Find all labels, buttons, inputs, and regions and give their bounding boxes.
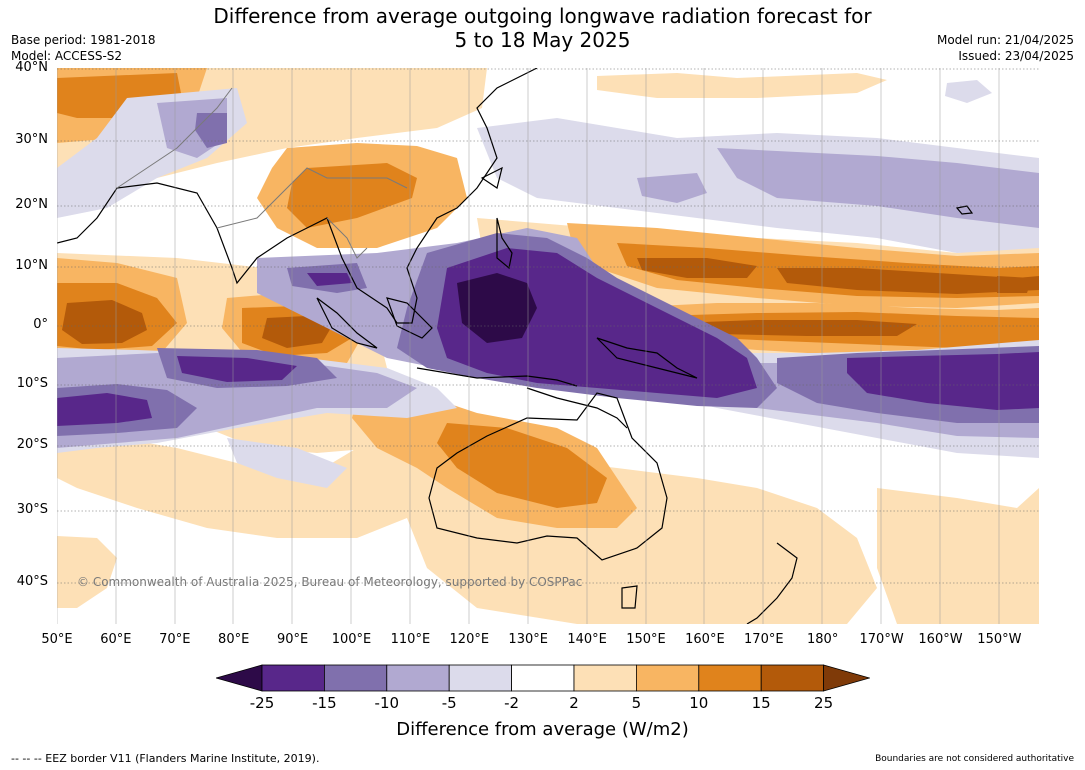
colorbar-tick-label: 25 <box>814 694 834 712</box>
anomaly-below-minus-25 <box>457 273 537 343</box>
colorbar-cell <box>324 664 388 692</box>
longitude-label: 180° <box>807 632 839 647</box>
colorbar-tick-label: 2 <box>569 694 579 712</box>
longitude-label: 160°W <box>918 632 963 647</box>
base-period-text: Base period: 1981-2018 <box>11 33 156 47</box>
disclaimer-text: Boundaries are not considered authoritat… <box>875 754 1074 764</box>
colorbar-tick-label: -25 <box>249 694 275 712</box>
colorbar-cell <box>573 664 637 692</box>
copyright-text: © Commonwealth of Australia 2025, Bureau… <box>77 575 582 589</box>
colorbar-tick-label: 15 <box>751 694 771 712</box>
latitude-label: 30°S <box>16 502 48 517</box>
meta-left: Base period: 1981-2018 Model: ACCESS-S2 <box>11 32 156 64</box>
coastlines <box>57 68 974 624</box>
longitude-label: 120°E <box>449 632 490 647</box>
colorbar-tick-label: -5 <box>441 694 457 712</box>
title-line-1: Difference from average outgoing longwav… <box>213 4 872 28</box>
latitude-label: 40°S <box>16 574 48 589</box>
colorbar-tick-label: 5 <box>631 694 642 712</box>
model-text: Model: ACCESS-S2 <box>11 49 123 63</box>
issued-text: Issued: 23/04/2025 <box>958 49 1074 63</box>
longitude-label: 170°E <box>744 632 784 647</box>
eez-legend-text: -- -- -- EEZ border V11 (Flanders Marine… <box>11 752 320 765</box>
colorbar-cell <box>698 664 762 692</box>
latitude-label: 40°N <box>15 60 48 75</box>
colorbar-cell <box>511 664 575 692</box>
map-title: Difference from average outgoing longwav… <box>0 4 1085 52</box>
longitude-label: 140°E <box>567 632 607 647</box>
latitude-label: 20°S <box>16 437 48 452</box>
country-borders <box>116 87 408 259</box>
longitude-label: 60°E <box>100 632 132 647</box>
anomaly-15-to-25 <box>62 258 1039 348</box>
colorbar-cell <box>760 664 825 692</box>
longitude-label: 160°E <box>685 632 725 647</box>
longitude-label: 90°E <box>276 632 309 647</box>
colorbar-title: Difference from average (W/m2) <box>396 719 689 740</box>
colorbar-extend-low <box>216 664 263 692</box>
longitude-label: 150°W <box>977 632 1022 647</box>
longitude-label: 130°E <box>508 632 548 647</box>
colorbar-tick-label: -10 <box>374 694 400 712</box>
colorbar-cell <box>386 664 450 692</box>
colorbar-tick-label: -15 <box>312 694 337 712</box>
latitude-label: 0° <box>33 317 48 332</box>
colorbar-extend-high <box>823 664 870 692</box>
longitude-label: 50°E <box>41 632 73 647</box>
colorbar-tick-label: 10 <box>689 694 709 712</box>
gridlines <box>57 68 1039 584</box>
latitude-label: 30°N <box>15 132 48 147</box>
meridians <box>57 68 1000 624</box>
title-line-2: 5 to 18 May 2025 <box>454 28 631 52</box>
longitude-label: 150°E <box>626 632 666 647</box>
longitude-label: 110°E <box>390 632 431 647</box>
olr-anomaly-map: © Commonwealth of Australia 2025, Bureau… <box>57 68 1039 624</box>
model-run-text: Model run: 21/04/2025 <box>936 33 1074 47</box>
colorbar-cell <box>448 664 512 692</box>
longitude-label: 100°E <box>331 632 372 647</box>
colorbar-tick-label: -2 <box>504 694 520 712</box>
longitude-label: 80°E <box>218 632 250 647</box>
latitude-label: 10°S <box>16 376 48 391</box>
colorbar-cell <box>261 664 325 692</box>
colorbar <box>216 664 870 692</box>
longitude-label: 170°W <box>859 632 904 647</box>
latitude-label: 10°N <box>15 258 48 273</box>
meta-right: Model run: 21/04/2025 Issued: 23/04/2025 <box>937 32 1074 64</box>
longitude-label: 70°E <box>159 632 191 647</box>
latitude-label: 20°N <box>15 197 48 212</box>
colorbar-cell <box>635 664 700 692</box>
